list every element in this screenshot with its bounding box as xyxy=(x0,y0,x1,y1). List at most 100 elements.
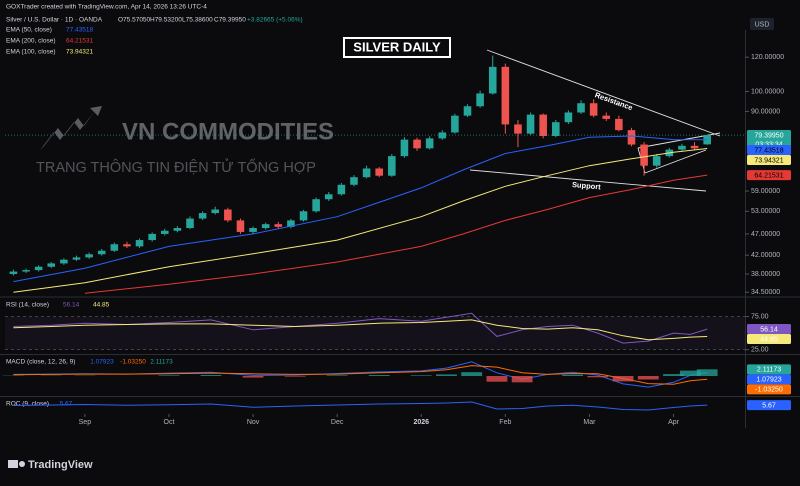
histogram-bar xyxy=(368,375,390,376)
x-tick-label: 2026 xyxy=(413,419,429,426)
candle-body xyxy=(438,132,447,139)
band xyxy=(5,316,745,350)
candle-body xyxy=(110,244,119,251)
candle-body xyxy=(463,106,472,116)
legend-value: -1.03250 xyxy=(120,359,146,366)
indicator-badge: 5.67 xyxy=(762,402,776,409)
histogram-bar xyxy=(410,375,432,376)
watermark-logo xyxy=(40,106,102,150)
candle-body xyxy=(299,211,308,221)
legend-name: EMA (100, close) xyxy=(6,49,56,56)
candle-body xyxy=(211,209,220,214)
indicator-badge-box xyxy=(747,364,791,375)
symbol: Silver / U.S. Dollar · 1D · OANDA xyxy=(6,17,103,24)
ema-badge-box xyxy=(747,155,791,166)
legend-value: 77.43518 xyxy=(66,27,93,34)
candle-body xyxy=(236,220,245,232)
credit: GOXTrader created with TradingView.com, … xyxy=(6,4,207,11)
ohlc-change: +3.82665 (+5.06%) xyxy=(247,17,303,24)
candle-body xyxy=(274,224,283,227)
countdown: 03:33:34 xyxy=(755,141,782,148)
candle-body xyxy=(198,213,207,219)
histogram-bar xyxy=(679,370,701,376)
last-price-label: 79.39950 xyxy=(754,132,783,139)
support-label: Support xyxy=(572,180,602,192)
legend-value: 1.07923 xyxy=(90,359,114,366)
candle-body xyxy=(488,66,497,94)
candle-body xyxy=(9,271,18,275)
legend-name: EMA (50, close) xyxy=(6,27,52,34)
candle-body xyxy=(501,66,510,125)
candle-body xyxy=(337,184,346,195)
candle-body xyxy=(47,263,56,267)
candle-body xyxy=(186,218,194,229)
histogram-bar xyxy=(637,376,659,380)
indicator-badge-box xyxy=(747,334,791,345)
histogram-bar xyxy=(242,376,264,378)
last-price-box xyxy=(747,130,791,150)
x-tick-label: Sep xyxy=(79,419,92,426)
candle-body xyxy=(160,230,169,234)
candle-body xyxy=(678,145,686,150)
indicator-badge: 56.14 xyxy=(760,326,778,333)
support-line xyxy=(469,169,707,192)
histogram-bar xyxy=(284,376,306,377)
indicator-title: ROC (9, close) xyxy=(6,401,49,408)
x-tick-label: Dec xyxy=(331,419,344,426)
legend-name: EMA (200, close) xyxy=(6,38,56,45)
candle-body xyxy=(135,240,144,247)
candle-body xyxy=(615,118,623,131)
histogram-bar xyxy=(326,375,348,376)
indicator-badge-box xyxy=(747,374,791,385)
candle-body xyxy=(514,124,522,134)
legend-value: 56.14 xyxy=(63,302,80,309)
y-tick-label: 59.00000 xyxy=(751,188,780,195)
candle-body xyxy=(539,114,547,137)
pane-separators xyxy=(0,30,800,428)
histogram-bar xyxy=(663,374,684,376)
ema-badge: 77.43518 xyxy=(754,147,783,154)
x-tick-label: Apr xyxy=(668,419,680,426)
candle-body xyxy=(362,168,371,178)
indicator-title: MACD (close, 12, 26, 9) xyxy=(6,359,75,366)
legend-value: 44.85 xyxy=(93,302,110,309)
legend-value: 64.21531 xyxy=(66,38,93,45)
x-tick-label: Oct xyxy=(164,419,175,426)
candle-body xyxy=(627,130,636,145)
candle-body xyxy=(312,199,320,212)
candle-body xyxy=(97,250,106,255)
triangle-bottom xyxy=(644,149,707,174)
histogram-bar xyxy=(696,369,718,376)
indicator-badge-box xyxy=(747,400,791,411)
ema-line xyxy=(84,174,708,294)
ema-badge: 73.94321 xyxy=(754,157,783,164)
indicator-line xyxy=(13,312,708,344)
histogram-bar xyxy=(461,372,483,376)
candle-body xyxy=(564,112,573,123)
footer-logo-dot xyxy=(19,461,25,467)
title-box-inner xyxy=(345,39,449,56)
footer-logo xyxy=(8,460,18,468)
ohlc-high: H79.53200 xyxy=(150,17,182,24)
candle-body xyxy=(652,156,661,166)
candle-body xyxy=(425,138,434,149)
histogram-bar xyxy=(436,374,457,376)
histogram-bar xyxy=(612,376,634,382)
candle-body xyxy=(148,233,156,241)
indicator-badge: 2.11173 xyxy=(757,367,781,374)
indicator-badge: 1.07923 xyxy=(756,377,781,384)
candle-body xyxy=(85,254,93,258)
y-tick-label: 25.00 xyxy=(751,347,769,354)
watermark-tagline: TRANG THÔNG TIN ĐIỆN TỬ TỔNG HỢP xyxy=(36,158,316,176)
candle-body xyxy=(261,224,270,229)
ohlc-close: C79.39950 xyxy=(214,17,246,24)
candle-body xyxy=(640,144,648,166)
x-tick-label: Mar xyxy=(583,419,596,426)
indicator-badge-box xyxy=(747,384,791,395)
indicator-line xyxy=(13,401,708,411)
candle-body xyxy=(451,115,459,133)
ema-line xyxy=(13,148,708,293)
y-tick-label: 75.00 xyxy=(751,313,769,320)
